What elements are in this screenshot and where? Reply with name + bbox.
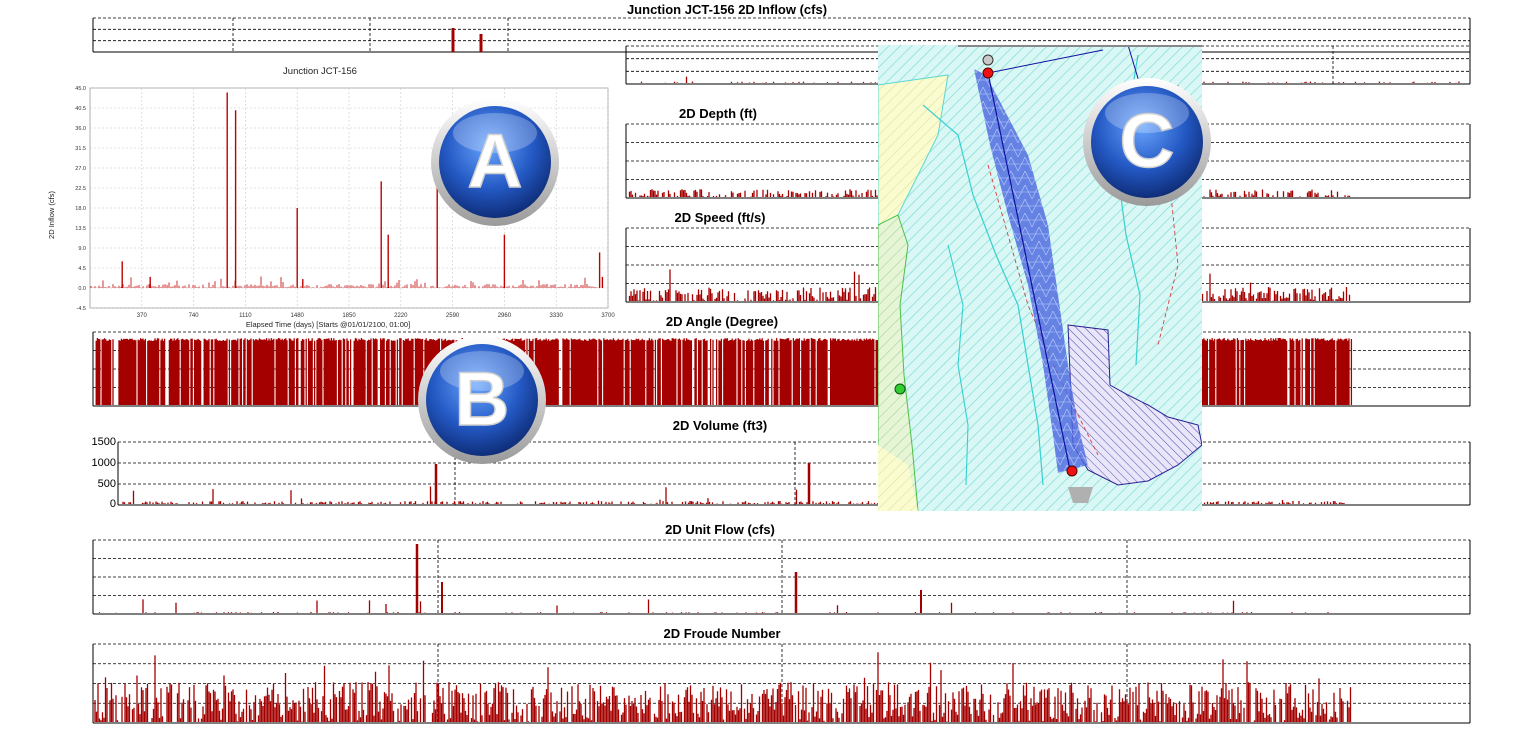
chart-y-tick: 27.0 xyxy=(75,166,86,172)
badge-c-letter: C xyxy=(1120,99,1175,184)
flow-path xyxy=(974,69,1088,473)
badge-b: B xyxy=(415,333,549,472)
chart-title: Junction JCT-156 xyxy=(283,66,357,77)
volume-title: 2D Volume (ft3) xyxy=(672,418,768,433)
angle-title: 2D Angle (Degree) xyxy=(665,314,779,329)
froude-series xyxy=(94,652,1352,722)
chart-y-tick: 13.5 xyxy=(75,226,86,232)
map-region-yellow-lower xyxy=(878,445,918,511)
strip-frame xyxy=(92,331,1471,407)
chart-y-tick: 22.5 xyxy=(75,186,86,192)
map-region-yellow xyxy=(878,74,949,226)
outfall-marker xyxy=(1068,487,1093,503)
map-boundary xyxy=(922,104,1044,486)
volume-ytick: 1000 xyxy=(91,457,116,469)
chart-y-tick: 36.0 xyxy=(75,126,86,132)
map-subbasin xyxy=(1067,324,1202,486)
chart-y-tick: 31.5 xyxy=(75,146,86,152)
froude-title: 2D Froude Number xyxy=(663,626,781,641)
chart-xlabel: Elapsed Time (days) [Starts @01/01/2100,… xyxy=(246,320,410,329)
junction-chart: Junction JCT-156 2D Inflow (cfs) Elapsed… xyxy=(47,66,615,329)
strip-frame xyxy=(92,539,1471,615)
chart-baseline-noise xyxy=(90,276,598,288)
map-region-green xyxy=(878,214,919,511)
badge-b-letter: B xyxy=(455,357,510,442)
chart-x-tick: 2590 xyxy=(446,313,460,319)
strip-frame xyxy=(92,643,1471,724)
depth-title: 2D Depth (ft) xyxy=(679,106,757,121)
badge-a: A xyxy=(428,95,562,234)
volume-ytick: 0 xyxy=(109,498,116,510)
unitflow-series xyxy=(98,599,1329,613)
chart-x-tick: 2960 xyxy=(498,313,512,319)
node-start[interactable] xyxy=(982,67,994,79)
chart-x-tick: 3330 xyxy=(550,313,564,319)
strip-frame xyxy=(92,17,1471,53)
chart-y-tick: 40.5 xyxy=(75,106,86,112)
chart-y-tick: -4.5 xyxy=(77,306,86,312)
chart-x-tick: 740 xyxy=(189,313,200,319)
link-line xyxy=(1127,45,1141,86)
chart-y-tick: 0.0 xyxy=(78,286,86,292)
chart-x-tick: 2220 xyxy=(394,313,408,319)
chart-x-tick: 370 xyxy=(137,313,148,319)
channel-line xyxy=(987,72,1071,471)
volume-ytick: 500 xyxy=(97,478,116,490)
chart-x-tick: 1110 xyxy=(239,313,252,319)
badge-c: C xyxy=(1080,75,1214,214)
node-green[interactable] xyxy=(894,383,906,395)
badge-a-letter: A xyxy=(468,119,523,204)
map-boundary xyxy=(947,244,969,486)
chart-x-tick: 3700 xyxy=(601,313,615,319)
chart-x-tick: 1480 xyxy=(291,313,305,319)
chart-x-tick: 1850 xyxy=(342,313,356,319)
chart-y-tick: 18.0 xyxy=(75,206,86,212)
link-line xyxy=(987,49,1104,74)
inflow-title: Junction JCT-156 2D Inflow (cfs) xyxy=(626,2,828,17)
speed-title: 2D Speed (ft/s) xyxy=(674,210,766,225)
node-end[interactable] xyxy=(1066,465,1078,477)
volume-ytick: 1500 xyxy=(91,436,116,448)
chart-y-tick: 45.0 xyxy=(75,86,86,92)
node-gray[interactable] xyxy=(982,54,994,66)
unitflow-title: 2D Unit Flow (cfs) xyxy=(665,522,775,537)
chart-y-tick: 4.5 xyxy=(78,266,86,272)
chart-y-tick: 9.0 xyxy=(78,246,86,252)
chart-ylabel: 2D Inflow (cfs) xyxy=(47,191,56,239)
strip-frame xyxy=(117,441,1471,506)
